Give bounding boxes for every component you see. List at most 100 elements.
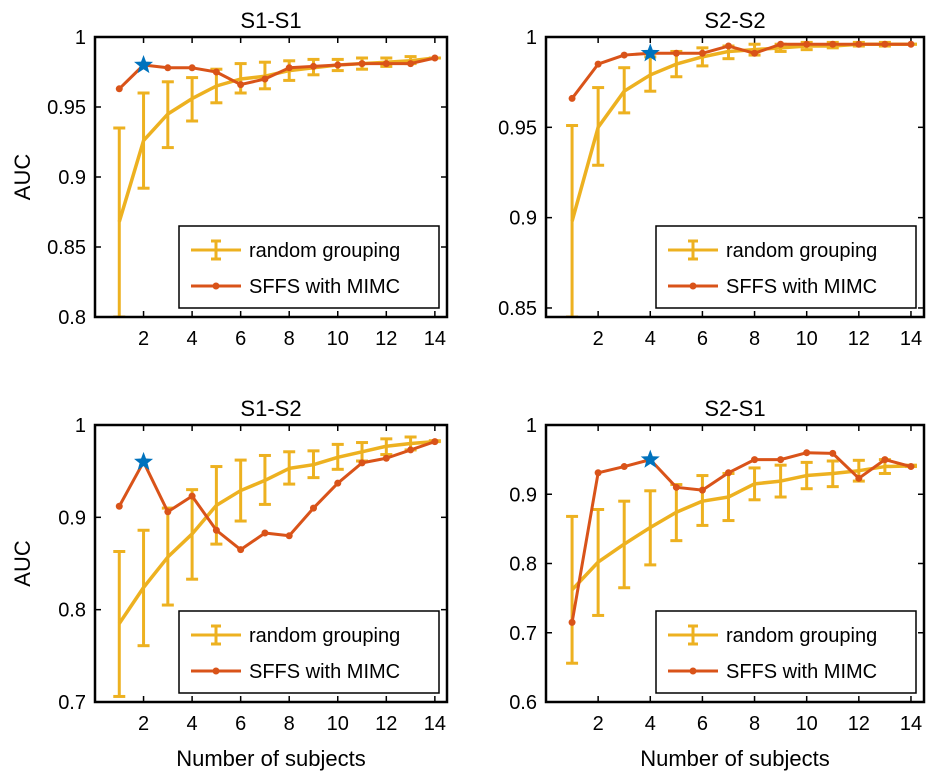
data-point-sffs <box>829 449 837 457</box>
data-point-sffs <box>212 68 220 76</box>
x-tick-label: 6 <box>697 328 708 350</box>
chart-panel-1: 2 4 6 8 10 12 14 0.8 0.85 0.9 0.95 1 S1-S1 AUC random … <box>10 8 449 350</box>
data-point-sffs <box>568 618 576 626</box>
data-layer <box>566 449 917 665</box>
legend: random grouping SFFS with MIMC <box>655 225 917 309</box>
data-point-sffs <box>855 40 863 48</box>
x-tick-label: 8 <box>284 328 295 350</box>
data-point-sffs <box>620 463 628 471</box>
y-tick-label: 1 <box>75 415 86 437</box>
y-tick-label: 0.85 <box>498 298 537 320</box>
data-point-sffs <box>382 60 390 68</box>
legend-box <box>178 610 440 694</box>
y-tick-label: 0.8 <box>58 600 86 622</box>
x-tick-label: 14 <box>424 328 446 350</box>
data-point-sffs <box>407 60 415 68</box>
x-tick-label: 10 <box>796 328 818 350</box>
data-point-sffs <box>261 75 269 83</box>
legend-box <box>655 610 917 694</box>
data-point-sffs <box>568 94 576 102</box>
data-point-sffs <box>309 62 317 70</box>
axes-box <box>93 423 449 704</box>
legend-box <box>655 225 917 309</box>
legend-swatch-sffs-marker <box>689 282 697 290</box>
data-point-sffs <box>164 64 172 72</box>
legend-label-sffs-with-mimc: SFFS with MIMC <box>249 661 400 683</box>
legend-label-sffs-with-mimc: SFFS with MIMC <box>249 276 400 298</box>
data-point-sffs <box>803 449 811 457</box>
legend-swatch-sffs-marker <box>212 667 220 675</box>
y-tick-label: 0.9 <box>58 167 86 189</box>
panel-title: S2-S1 <box>704 396 765 421</box>
legend-label-sffs-with-mimc: SFFS with MIMC <box>726 661 877 683</box>
chart-panel-2: 2 4 6 8 10 12 14 0.85 0.9 0.95 1 S2-S2 random groupi… <box>498 8 926 350</box>
axes-box <box>544 35 926 319</box>
data-point-sffs <box>188 492 196 500</box>
x-axis-label: Number of subjects <box>640 746 830 771</box>
data-point-sffs <box>855 474 863 482</box>
y-axis-label: AUC <box>10 540 35 587</box>
chart-panel-4: 2 4 6 8 10 12 14 0.6 0.7 0.8 0.9 1 S2-S1 Number of su… <box>509 396 926 771</box>
x-tick-label: 10 <box>327 713 349 735</box>
x-tick-label: 4 <box>187 328 198 350</box>
data-point-sffs <box>777 40 785 48</box>
panel-title: S2-S2 <box>704 8 765 33</box>
series-line-sffs-with-mimc <box>570 451 912 623</box>
data-point-sffs <box>907 463 915 471</box>
x-axis-label: Number of subjects <box>176 746 366 771</box>
series-line-random-grouping <box>570 464 912 592</box>
data-point-sffs <box>724 42 732 50</box>
chart-panel-3: 2 4 6 8 10 12 14 0.7 0.8 0.9 1 S1-S2 AUC Number of su… <box>10 396 449 771</box>
data-point-sffs <box>672 483 680 491</box>
data-point-sffs <box>698 486 706 494</box>
star-marker <box>640 43 660 62</box>
x-tick-label: 14 <box>900 713 922 735</box>
data-point-sffs <box>829 40 837 48</box>
x-tick-label: 2 <box>138 328 149 350</box>
series-line-sffs-with-mimc <box>118 56 436 90</box>
x-tick-label: 2 <box>138 713 149 735</box>
y-tick-label: 0.6 <box>509 692 537 714</box>
y-tick-label: 0.95 <box>498 117 537 139</box>
x-tick-label: 2 <box>593 328 604 350</box>
data-layer <box>113 54 441 317</box>
star-marker <box>640 449 660 468</box>
y-tick-label: 0.7 <box>509 623 537 645</box>
data-point-sffs <box>237 81 245 89</box>
x-tick-label: 8 <box>749 713 760 735</box>
x-tick-label: 6 <box>235 328 246 350</box>
data-point-sffs <box>907 40 915 48</box>
legend: random grouping SFFS with MIMC <box>178 610 440 694</box>
x-tick-label: 2 <box>593 713 604 735</box>
y-tick-label: 0.8 <box>58 307 86 329</box>
star-marker <box>134 55 154 74</box>
data-point-sffs <box>431 54 439 62</box>
legend-swatch-sffs-marker <box>212 282 220 290</box>
data-point-sffs <box>594 60 602 68</box>
series-line-random-grouping <box>117 439 435 625</box>
data-layer <box>113 435 441 698</box>
data-point-sffs <box>751 49 759 57</box>
y-tick-label: 0.9 <box>509 484 537 506</box>
data-point-sffs <box>212 526 220 534</box>
data-point-sffs <box>803 40 811 48</box>
y-tick-label: 0.8 <box>509 554 537 576</box>
legend: random grouping SFFS with MIMC <box>178 225 440 309</box>
x-tick-label: 14 <box>424 713 446 735</box>
data-point-sffs <box>115 502 123 510</box>
data-layer <box>566 40 917 317</box>
x-tick-label: 12 <box>375 713 397 735</box>
y-tick-label: 0.85 <box>47 237 86 259</box>
data-point-sffs <box>285 64 293 72</box>
legend-label-random-grouping: random grouping <box>249 240 400 262</box>
legend-swatch-sffs-marker <box>689 667 697 675</box>
data-point-sffs <box>285 532 293 540</box>
series-line-sffs-with-mimc <box>570 42 911 100</box>
panel-title: S1-S1 <box>240 8 301 33</box>
x-tick-label: 14 <box>900 328 922 350</box>
data-point-sffs <box>115 85 123 93</box>
x-tick-label: 6 <box>697 713 708 735</box>
data-point-sffs <box>382 454 390 462</box>
data-point-sffs <box>698 49 706 57</box>
